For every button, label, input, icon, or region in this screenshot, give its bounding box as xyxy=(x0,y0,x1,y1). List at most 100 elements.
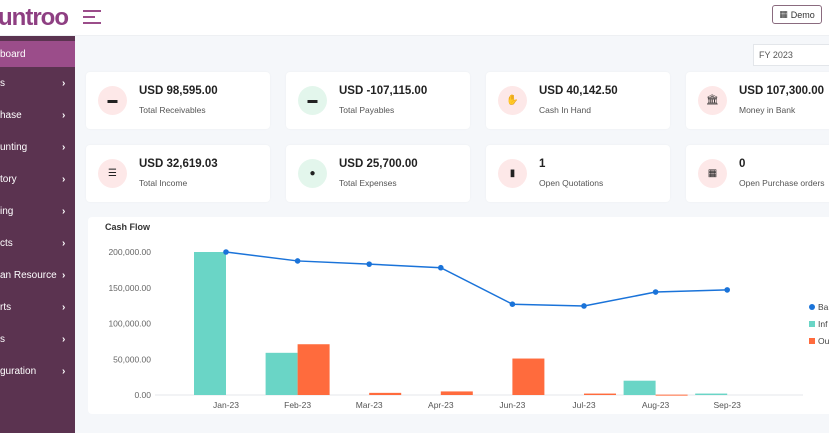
stat-label: Open Purchase orders xyxy=(739,178,825,188)
stat-card[interactable]: ▬ USD -107,115.00 Total Payables xyxy=(286,72,470,129)
balance-point xyxy=(438,264,444,271)
chevron-right-icon: › xyxy=(62,365,66,377)
sidebar-item-label: s xyxy=(0,77,5,89)
stat-card[interactable]: 🏛 USD 107,300.00 Money in Bank xyxy=(686,72,829,129)
stat-label: Money in Bank xyxy=(739,105,796,115)
sidebar-item-label: guration xyxy=(0,365,37,377)
stat-card[interactable]: ☰ USD 32,619.03 Total Income xyxy=(86,145,270,202)
stat-value: USD 98,595.00 xyxy=(139,85,218,97)
sidebar-item[interactable]: cts › xyxy=(0,227,75,259)
sidebar-item-label: tory xyxy=(0,173,17,185)
stat-value: USD -107,115.00 xyxy=(339,85,428,97)
stat-label: Total Payables xyxy=(339,105,395,115)
list-icon: ☰ xyxy=(98,159,127,188)
y-tick-label: 200,000.00 xyxy=(108,247,151,257)
x-tick-label: Jun-23 xyxy=(499,400,525,410)
cash-flow-chart: Cash Flow 0.00 50,000.00 100,000.00 150,000… xyxy=(88,217,829,414)
legend-marker xyxy=(809,338,815,344)
logo[interactable]: untroo xyxy=(0,4,69,31)
bank-icon: 🏛 xyxy=(698,86,727,115)
outflow-bar xyxy=(584,393,616,395)
sidebar-item[interactable]: hase › xyxy=(0,99,75,131)
stat-value: USD 107,300.00 xyxy=(739,85,825,97)
stat-card[interactable]: ▦ 0 Open Purchase orders xyxy=(686,145,829,202)
legend-marker xyxy=(809,304,815,310)
chevron-right-icon: › xyxy=(62,205,66,217)
inflow-bar xyxy=(265,352,298,395)
fiscal-year-select[interactable]: FY 2023 xyxy=(753,44,829,66)
legend-label: Ou xyxy=(818,336,829,346)
inflow-bar xyxy=(623,380,656,395)
outflow-bar xyxy=(369,392,402,395)
x-tick-label: Jan-23 xyxy=(213,400,239,410)
sidebar-item[interactable]: an Resource › xyxy=(0,259,75,291)
stat-card[interactable]: ● USD 25,700.00 Total Expenses xyxy=(286,145,470,202)
y-tick-label: 0.00 xyxy=(134,390,151,400)
sidebar-item[interactable]: ing › xyxy=(0,195,75,227)
top-bar: untroo ▦ Demo xyxy=(0,0,829,36)
chevron-right-icon: › xyxy=(62,333,66,345)
balance-point xyxy=(223,249,229,255)
sidebar-item-label: s xyxy=(0,333,5,345)
stat-value: USD 32,619.03 xyxy=(139,158,218,170)
y-tick-label: 100,000.00 xyxy=(108,319,151,329)
x-tick-label: Feb-23 xyxy=(284,400,311,410)
sidebar-item-label: unting xyxy=(0,141,28,153)
sidebar-item-label: hase xyxy=(0,109,22,121)
stat-value: USD 40,142.50 xyxy=(539,85,618,97)
balance-point xyxy=(509,301,516,307)
sidebar: board s › hase › unting › tory › ing › cts › an Resou… xyxy=(0,36,75,433)
stat-value: 1 xyxy=(539,158,546,170)
balance-point xyxy=(652,289,659,295)
stat-card[interactable]: ▮ 1 Open Quotations xyxy=(486,145,670,202)
outflow-bar xyxy=(297,344,330,395)
sidebar-item[interactable]: rts › xyxy=(0,291,75,323)
x-tick-label: Aug-23 xyxy=(642,400,670,410)
money-icon: ▬ xyxy=(298,86,327,115)
chevron-right-icon: › xyxy=(62,173,66,185)
stat-value: 0 xyxy=(739,158,746,170)
hamburger-icon[interactable] xyxy=(83,10,101,25)
chevron-right-icon: › xyxy=(62,109,66,121)
stat-label: Open Quotations xyxy=(539,178,604,188)
balance-point xyxy=(581,303,587,309)
legend-label: Ba xyxy=(818,302,829,312)
sidebar-item-label: rts xyxy=(0,301,12,313)
y-tick-label: 50,000.00 xyxy=(113,354,151,364)
x-tick-label: Jul-23 xyxy=(572,400,595,410)
money-icon: ▬ xyxy=(98,86,127,115)
sidebar-item[interactable]: board xyxy=(0,41,75,67)
legend-marker xyxy=(809,321,815,327)
outflow-bar xyxy=(512,358,545,395)
stat-label: Total Receivables xyxy=(139,105,206,115)
stat-card[interactable]: ▬ USD 98,595.00 Total Receivables xyxy=(86,72,270,129)
sidebar-item-label: board xyxy=(0,48,26,60)
company-label: Demo xyxy=(790,9,815,20)
chevron-right-icon: › xyxy=(62,237,66,249)
sidebar-item[interactable]: s › xyxy=(0,67,75,99)
legend-label: Inf xyxy=(818,319,828,329)
stat-value: USD 25,700.00 xyxy=(339,158,418,170)
sidebar-item-label: an Resource xyxy=(0,269,57,281)
hand-coin-icon: ✋ xyxy=(498,86,527,115)
sidebar-item[interactable]: guration › xyxy=(0,355,75,387)
x-tick-label: Apr-23 xyxy=(428,400,454,410)
balance-line xyxy=(225,251,728,307)
document-icon: ▮ xyxy=(498,159,527,188)
chevron-right-icon: › xyxy=(62,301,66,313)
sidebar-item[interactable]: tory › xyxy=(0,163,75,195)
stat-label: Cash In Hand xyxy=(539,105,591,115)
stat-label: Total Expenses xyxy=(339,178,397,188)
company-button[interactable]: ▦ Demo xyxy=(772,5,822,24)
inflow-bar xyxy=(695,393,728,395)
chart-svg: 0.00 50,000.00 100,000.00 150,000.00 200,000… xyxy=(108,247,829,410)
balance-point xyxy=(724,287,730,293)
chevron-right-icon: › xyxy=(62,141,66,153)
sidebar-item-label: ing xyxy=(0,205,14,217)
sidebar-item[interactable]: s › xyxy=(0,323,75,355)
stat-card[interactable]: ✋ USD 40,142.50 Cash In Hand xyxy=(486,72,670,129)
outflow-bar xyxy=(655,394,688,396)
stat-label: Total Income xyxy=(139,178,188,188)
coins-icon: ● xyxy=(298,159,327,188)
sidebar-item[interactable]: unting › xyxy=(0,131,75,163)
